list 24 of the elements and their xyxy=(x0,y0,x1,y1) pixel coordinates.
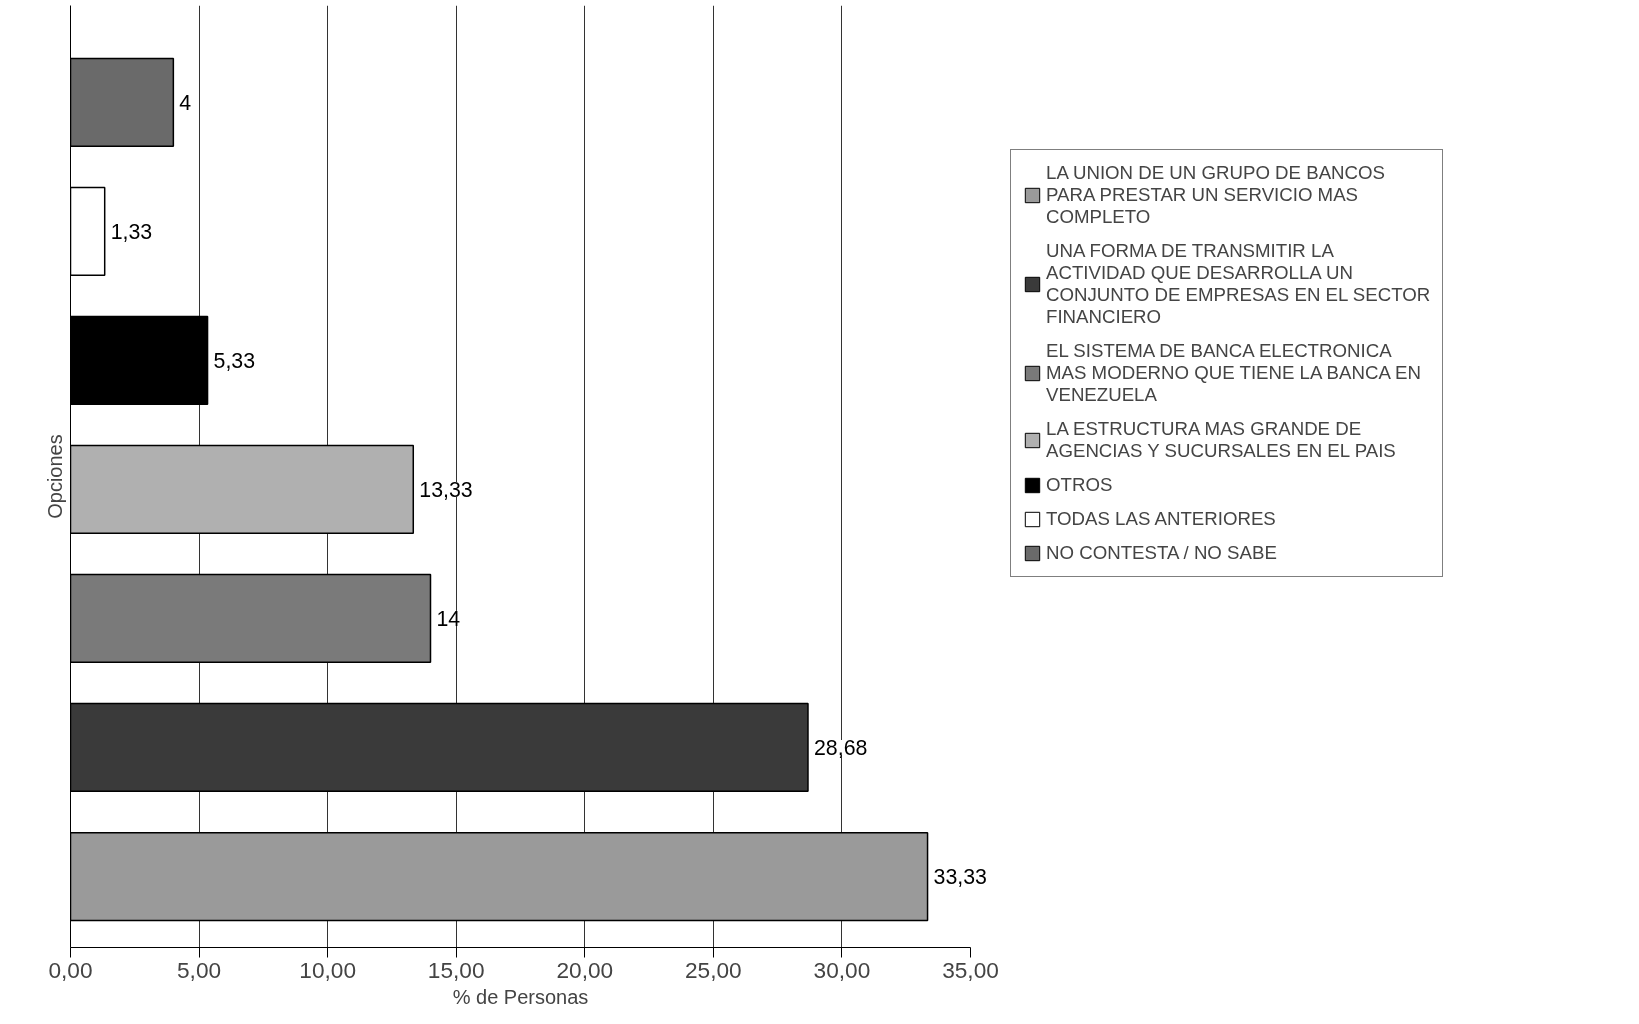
x-tick-label: 10,00 xyxy=(299,956,356,983)
x-tick-label: 15,00 xyxy=(427,956,485,983)
x-tick-label: 35,00 xyxy=(942,956,999,983)
data-label: 13,33 xyxy=(419,477,473,502)
data-label: 33,33 xyxy=(933,865,987,890)
data-label: 5,33 xyxy=(213,348,256,373)
x-tick-label: 30,00 xyxy=(813,956,871,983)
legend-label: UNA FORMA DE TRANSMITIR LA ACTIVIDAD QUE DESARROLLA UN CONJUNTO DE EMPRESAS EN EL SECTOR FINANCIERO xyxy=(1046,240,1431,328)
legend-label: LA ESTRUCTURA MAS GRANDE DE AGENCIAS Y SUCURSALES EN EL PAIS xyxy=(1046,418,1396,462)
x-tick-label: 25,00 xyxy=(685,956,742,983)
x-tick-label: 5,00 xyxy=(177,956,222,983)
x-tick-label: 0,00 xyxy=(48,956,93,983)
legend-label: TODAS LAS ANTERIORES xyxy=(1046,508,1276,530)
data-label: 4 xyxy=(179,90,192,115)
legend-label: LA UNION DE UN GRUPO DE BANCOS PARA PRESTAR UN SERVICIO MAS COMPLETO xyxy=(1046,162,1385,228)
data-label: 14 xyxy=(436,606,461,631)
legend-label: NO CONTESTA / NO SABE xyxy=(1046,542,1277,564)
data-label: 28,68 xyxy=(813,735,868,760)
y-axis-title: Opciones xyxy=(43,434,66,519)
legend-label: EL SISTEMA DE BANCA ELECTRONICA MAS MODERNO QUE TIENE LA BANCA EN VENEZUELA xyxy=(1046,340,1421,406)
x-axis-title: % de Personas xyxy=(452,985,589,1008)
x-tick-label: 20,00 xyxy=(556,956,614,983)
data-label: 1,33 xyxy=(110,219,153,244)
legend-label: OTROS xyxy=(1046,474,1113,496)
